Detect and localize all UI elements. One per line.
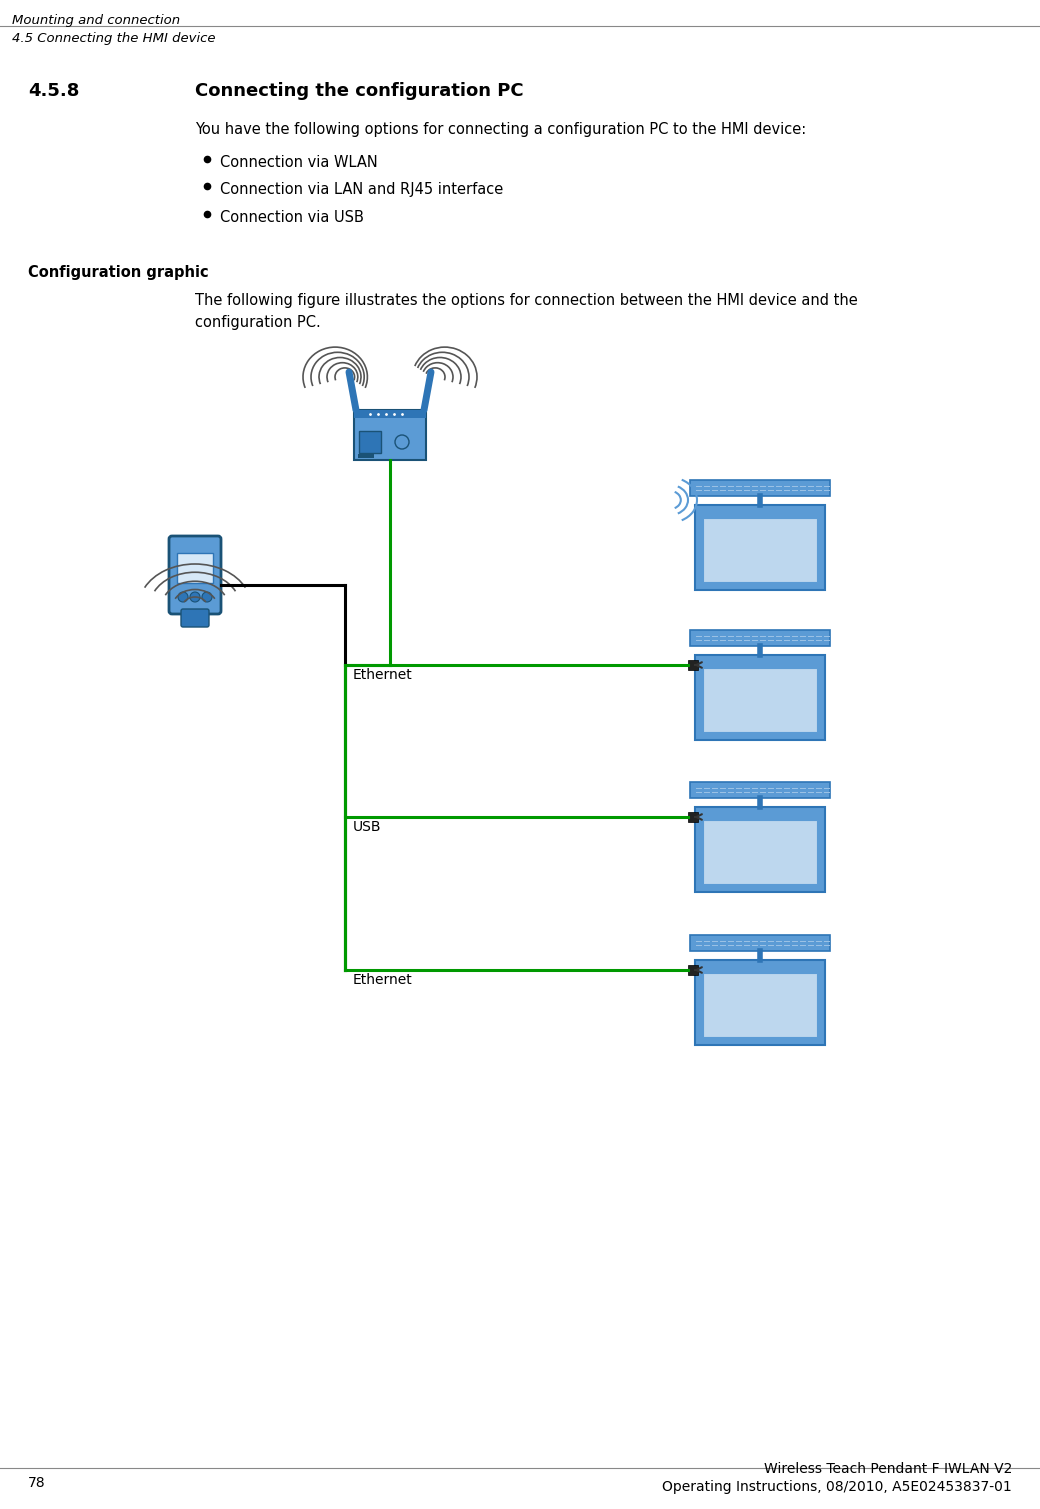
Text: Ethernet: Ethernet bbox=[353, 973, 413, 987]
FancyBboxPatch shape bbox=[359, 432, 381, 453]
Text: 4.5.8: 4.5.8 bbox=[28, 81, 79, 100]
Bar bbox=[703, 668, 817, 732]
Text: USB: USB bbox=[353, 819, 382, 834]
Text: 78: 78 bbox=[28, 1476, 46, 1489]
Bar bbox=[354, 410, 426, 418]
FancyBboxPatch shape bbox=[181, 610, 209, 628]
Bar bbox=[688, 812, 698, 822]
FancyBboxPatch shape bbox=[354, 410, 426, 460]
Text: Connection via USB: Connection via USB bbox=[220, 210, 364, 225]
Bar bbox=[688, 659, 698, 670]
Bar bbox=[177, 552, 213, 582]
Circle shape bbox=[395, 435, 409, 450]
Bar bbox=[703, 819, 817, 884]
Bar bbox=[695, 960, 825, 1046]
Circle shape bbox=[178, 592, 188, 602]
Bar bbox=[695, 655, 825, 739]
Text: Mounting and connection: Mounting and connection bbox=[12, 14, 180, 27]
Text: Connecting the configuration PC: Connecting the configuration PC bbox=[196, 81, 523, 100]
Bar bbox=[358, 454, 374, 459]
FancyBboxPatch shape bbox=[690, 480, 830, 496]
Bar bbox=[695, 807, 825, 892]
Circle shape bbox=[190, 592, 200, 602]
FancyBboxPatch shape bbox=[690, 629, 830, 646]
Circle shape bbox=[202, 592, 212, 602]
Text: 4.5 Connecting the HMI device: 4.5 Connecting the HMI device bbox=[12, 32, 215, 45]
Text: Configuration graphic: Configuration graphic bbox=[28, 266, 209, 281]
Text: Wireless Teach Pendant F IWLAN V2: Wireless Teach Pendant F IWLAN V2 bbox=[763, 1462, 1012, 1476]
Bar bbox=[688, 964, 698, 975]
FancyBboxPatch shape bbox=[690, 782, 830, 798]
Text: Operating Instructions, 08/2010, A5E02453837-01: Operating Instructions, 08/2010, A5E0245… bbox=[662, 1480, 1012, 1494]
FancyBboxPatch shape bbox=[690, 936, 830, 951]
Text: You have the following options for connecting a configuration PC to the HMI devi: You have the following options for conne… bbox=[196, 122, 806, 137]
Bar bbox=[703, 518, 817, 582]
Text: The following figure illustrates the options for connection between the HMI devi: The following figure illustrates the opt… bbox=[196, 293, 858, 308]
Text: Connection via WLAN: Connection via WLAN bbox=[220, 155, 378, 171]
FancyBboxPatch shape bbox=[168, 536, 222, 614]
Bar bbox=[703, 973, 817, 1037]
Text: Connection via LAN and RJ45 interface: Connection via LAN and RJ45 interface bbox=[220, 183, 503, 198]
Text: Ethernet: Ethernet bbox=[353, 668, 413, 682]
Text: configuration PC.: configuration PC. bbox=[196, 315, 320, 330]
Bar bbox=[695, 506, 825, 590]
